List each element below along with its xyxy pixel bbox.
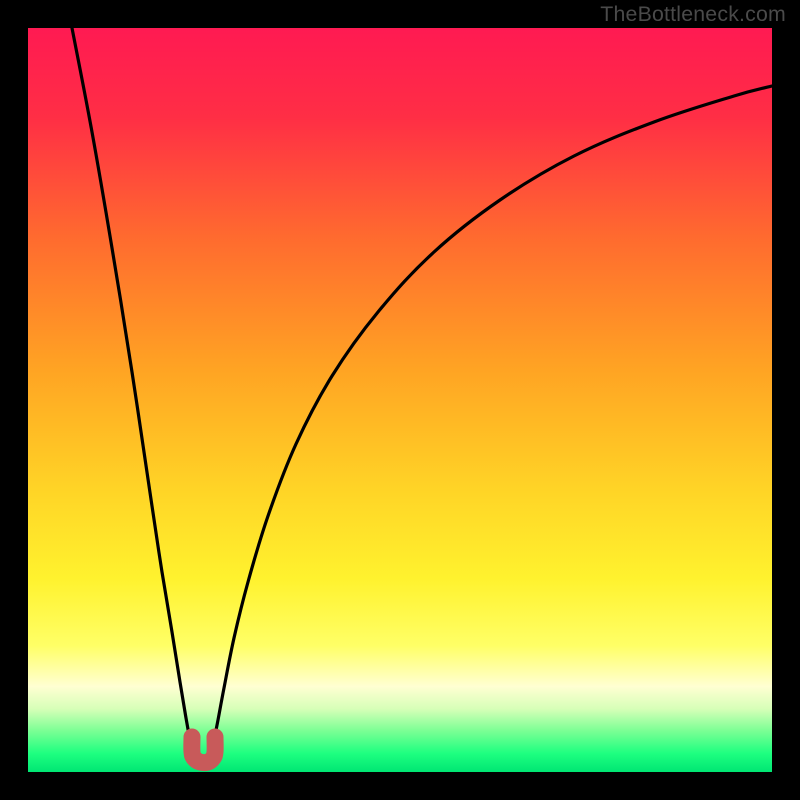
trough-marker	[192, 737, 215, 763]
curve-left-branch	[72, 28, 192, 750]
watermark-label: TheBottleneck.com	[600, 2, 786, 27]
bottleneck-curve-chart	[28, 28, 772, 772]
plot-area	[28, 28, 772, 772]
curve-right-branch	[212, 86, 772, 750]
figure-root: TheBottleneck.com	[0, 0, 800, 800]
